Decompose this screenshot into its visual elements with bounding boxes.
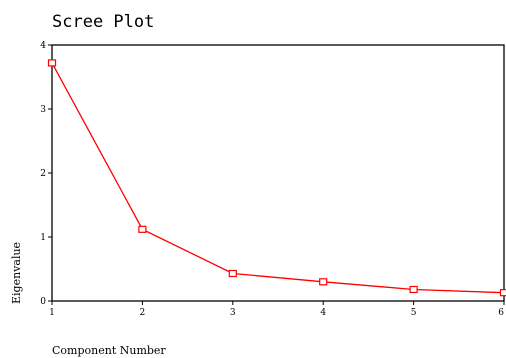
eigenvalue-line (51, 62, 505, 294)
plot-area (51, 44, 505, 302)
chart-title: Scree Plot (52, 12, 154, 32)
y-tick-label: 0 (40, 297, 46, 307)
eigenvalue-point (47, 59, 57, 67)
x-tick-label: 2 (140, 308, 146, 318)
y-tick-label: 2 (40, 169, 46, 179)
y-tick-label: 3 (40, 105, 46, 115)
y-tick-label: 4 (40, 41, 46, 51)
x-tick-label: 1 (49, 308, 55, 318)
eigenvalue-point (409, 285, 418, 294)
eigenvalue-series (47, 59, 506, 297)
plot-border (51, 44, 505, 302)
eigenvalue-point (138, 225, 147, 233)
x-tick-label: 6 (498, 308, 504, 318)
x-axis-ticks: 1 2 3 4 5 6 (49, 301, 505, 318)
x-tick-label: 5 (411, 308, 417, 318)
eigenvalue-point (319, 278, 328, 286)
y-tick-label: 1 (40, 233, 46, 243)
y-axis-label: Eigenvalue (10, 242, 23, 304)
y-axis-ticks: 0 1 2 3 4 (40, 41, 52, 307)
x-axis-label: Component Number (52, 344, 166, 357)
x-tick-label: 4 (320, 308, 326, 318)
eigenvalue-point (228, 269, 237, 278)
x-tick-label: 3 (230, 308, 236, 318)
eigenvalue-point (499, 289, 506, 297)
